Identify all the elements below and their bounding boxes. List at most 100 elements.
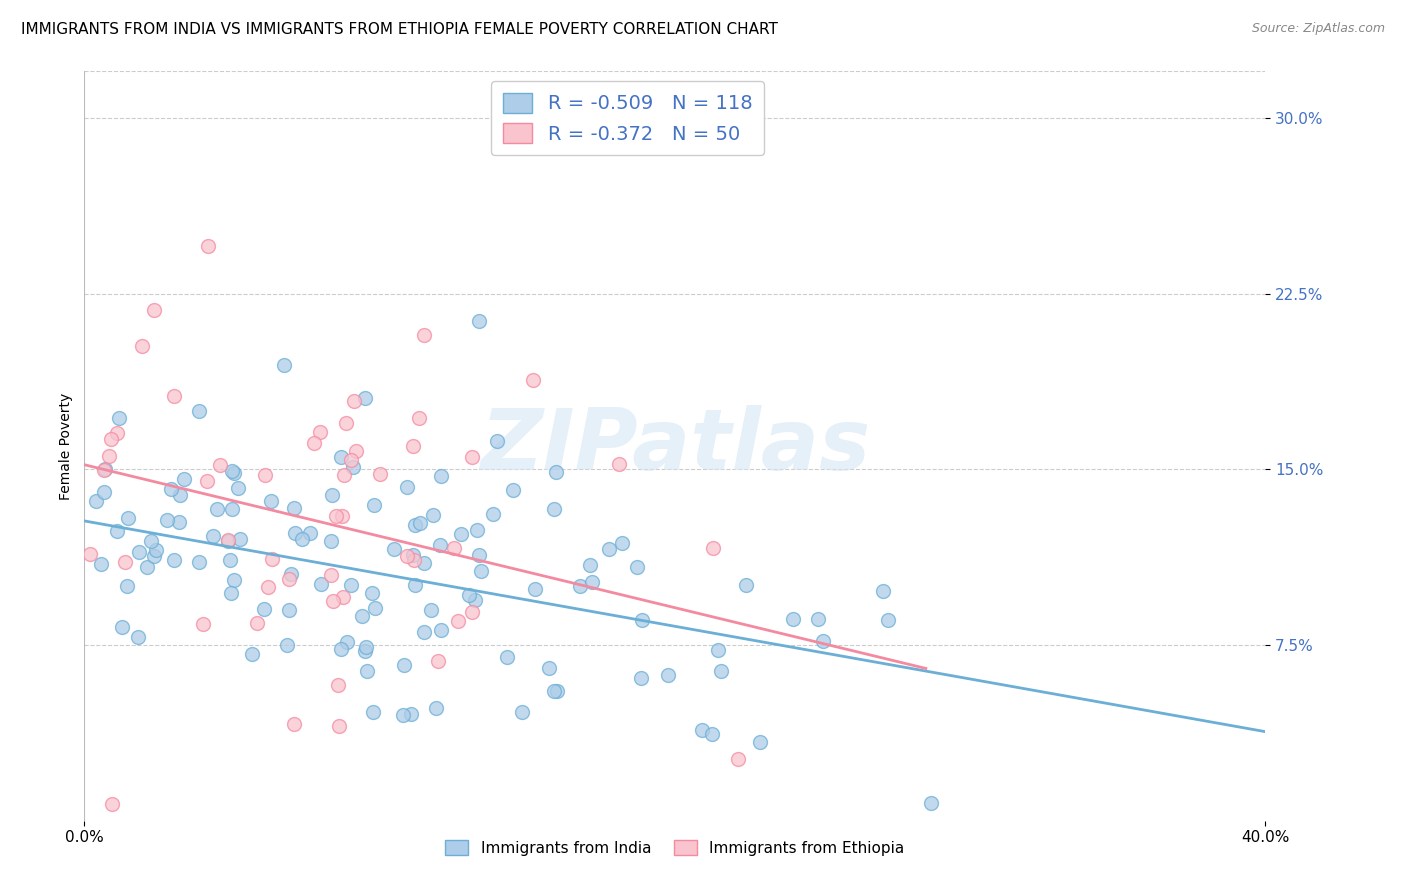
- Point: [522, 373, 544, 387]
- Point: [486, 434, 509, 448]
- Point: [382, 542, 405, 557]
- Point: [222, 574, 245, 588]
- Point: [142, 549, 165, 563]
- Point: [283, 717, 305, 731]
- Point: [136, 560, 159, 574]
- Point: [107, 524, 129, 538]
- Point: [188, 555, 211, 569]
- Point: [163, 553, 186, 567]
- Point: [395, 549, 418, 564]
- Point: [115, 579, 138, 593]
- Point: [219, 586, 242, 600]
- Point: [408, 411, 430, 425]
- Point: [748, 735, 770, 749]
- Point: [420, 603, 443, 617]
- Point: [412, 624, 434, 639]
- Point: [543, 684, 565, 698]
- Point: [468, 314, 491, 328]
- Point: [782, 612, 804, 626]
- Point: [224, 467, 246, 481]
- Point: [79, 548, 101, 562]
- Point: [427, 654, 450, 668]
- Point: [450, 526, 472, 541]
- Point: [354, 391, 377, 405]
- Point: [328, 677, 350, 691]
- Point: [111, 620, 134, 634]
- Point: [510, 706, 533, 720]
- Point: [404, 578, 426, 592]
- Point: [94, 462, 117, 476]
- Point: [253, 467, 276, 482]
- Point: [107, 426, 129, 441]
- Point: [332, 590, 354, 604]
- Point: [143, 303, 166, 318]
- Point: [581, 575, 603, 590]
- Point: [240, 647, 263, 661]
- Point: [700, 727, 723, 741]
- Point: [245, 616, 267, 631]
- Point: [461, 605, 484, 619]
- Point: [537, 660, 560, 674]
- Point: [568, 579, 591, 593]
- Point: [114, 555, 136, 569]
- Point: [402, 548, 425, 562]
- Point: [100, 797, 122, 811]
- Point: [197, 238, 219, 252]
- Point: [813, 633, 835, 648]
- Point: [309, 577, 332, 591]
- Point: [221, 502, 243, 516]
- Point: [727, 752, 749, 766]
- Point: [228, 533, 250, 547]
- Point: [276, 638, 298, 652]
- Point: [330, 641, 353, 656]
- Point: [457, 588, 479, 602]
- Point: [401, 439, 423, 453]
- Point: [353, 644, 375, 658]
- Point: [422, 508, 444, 522]
- Point: [159, 482, 181, 496]
- Point: [470, 564, 492, 578]
- Point: [283, 501, 305, 516]
- Point: [356, 665, 378, 679]
- Point: [128, 545, 150, 559]
- Point: [319, 567, 342, 582]
- Point: [127, 630, 149, 644]
- Point: [325, 509, 347, 524]
- Point: [273, 359, 295, 373]
- Point: [404, 518, 426, 533]
- Point: [257, 580, 280, 594]
- Point: [193, 617, 215, 632]
- Point: [546, 465, 568, 479]
- Point: [131, 338, 153, 352]
- Point: [221, 464, 243, 478]
- Point: [630, 671, 652, 685]
- Point: [336, 635, 359, 649]
- Point: [188, 404, 211, 418]
- Point: [430, 469, 453, 483]
- Point: [598, 542, 620, 557]
- Text: IMMIGRANTS FROM INDIA VS IMMIGRANTS FROM ETHIOPIA FEMALE POVERTY CORRELATION CHA: IMMIGRANTS FROM INDIA VS IMMIGRANTS FROM…: [21, 22, 778, 37]
- Point: [330, 508, 353, 523]
- Point: [319, 533, 342, 548]
- Point: [141, 533, 163, 548]
- Point: [354, 640, 377, 654]
- Point: [226, 481, 249, 495]
- Point: [877, 613, 900, 627]
- Point: [465, 523, 488, 537]
- Point: [169, 515, 191, 529]
- Point: [328, 719, 350, 733]
- Point: [280, 567, 302, 582]
- Point: [260, 494, 283, 508]
- Point: [502, 483, 524, 498]
- Point: [202, 529, 225, 543]
- Point: [217, 533, 239, 548]
- Point: [322, 594, 344, 608]
- Point: [626, 559, 648, 574]
- Point: [607, 458, 630, 472]
- Point: [807, 612, 830, 626]
- Point: [100, 432, 122, 446]
- Point: [361, 705, 384, 719]
- Point: [277, 603, 299, 617]
- Point: [302, 436, 325, 450]
- Point: [156, 513, 179, 527]
